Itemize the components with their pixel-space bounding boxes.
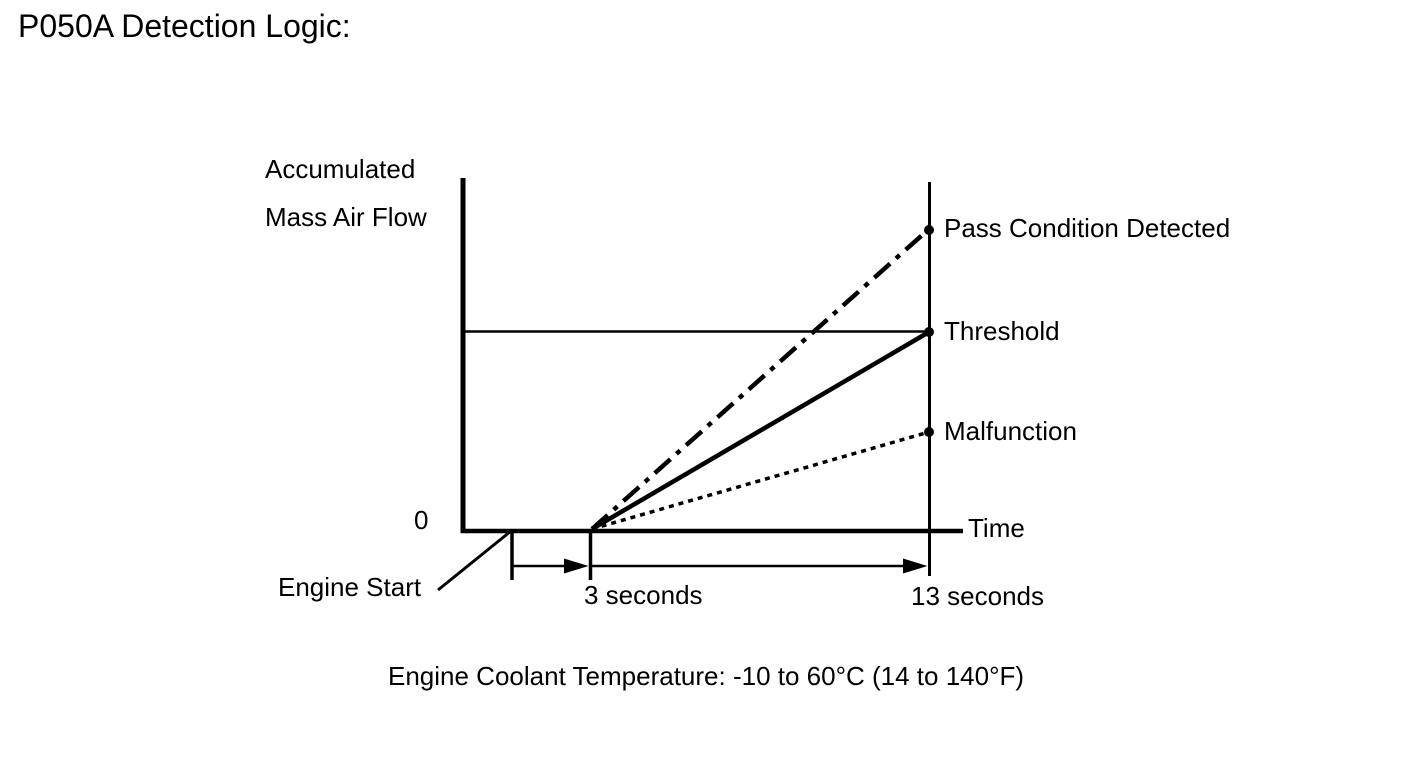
y-axis-label-line1: Accumulated	[265, 154, 416, 184]
malfunction-dot	[924, 427, 934, 437]
engine-start-label: Engine Start	[278, 572, 422, 602]
pass-condition-label: Pass Condition Detected	[944, 213, 1231, 243]
thirteen-seconds-label: 13 seconds	[911, 581, 1044, 611]
malfunction-line	[591, 430, 930, 531]
coolant-temperature-caption: Engine Coolant Temperature: -10 to 60°C …	[388, 661, 1025, 691]
pass-condition-line	[590, 227, 931, 531]
three-seconds-label: 3 seconds	[584, 580, 703, 610]
threshold-label: Threshold	[944, 316, 1060, 346]
time-axis-label: Time	[968, 513, 1025, 543]
origin-zero-label: 0	[414, 505, 429, 535]
interval-arrow-1-head	[564, 558, 589, 574]
pass-condition-dot	[924, 225, 934, 235]
threshold-dot	[924, 327, 934, 337]
y-axis-label-line2: Mass Air Flow	[265, 202, 427, 232]
interval-arrow-2-head	[903, 558, 928, 574]
engine-start-leader-line	[437, 529, 512, 592]
threshold-line	[590, 330, 931, 531]
malfunction-label: Malfunction	[944, 416, 1077, 446]
page-title: P050A Detection Logic:	[18, 8, 351, 44]
